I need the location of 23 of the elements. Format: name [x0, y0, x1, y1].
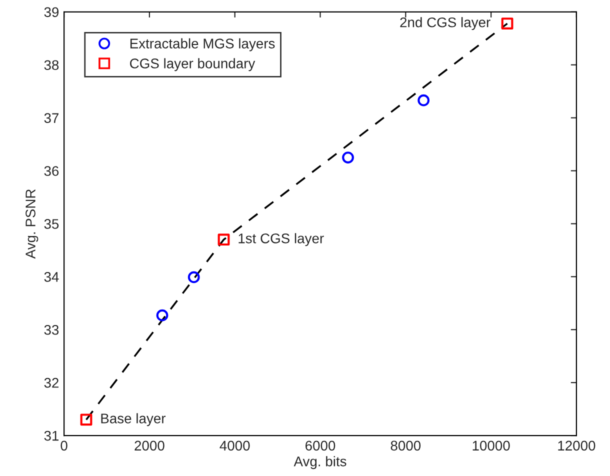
y-axis-title: Avg. PSNR: [26, 189, 38, 259]
y-tick-label: 31: [44, 430, 59, 441]
legend-label: Extractable MGS layers: [130, 38, 275, 52]
annotation: 1st CGS layer: [238, 233, 324, 246]
y-tick-label: 32: [44, 378, 58, 388]
y-tick-label: 36: [44, 166, 59, 176]
y-tick-label: 33: [44, 324, 59, 335]
x-axis-title: Avg. bits: [294, 456, 346, 470]
legend-label: CGS layer boundary: [130, 58, 256, 72]
y-tick-label: 34: [44, 272, 59, 282]
x-tick-label: 4000: [220, 440, 250, 451]
y-tick-label: 35: [44, 219, 59, 229]
x-tick-label: 12000: [558, 440, 596, 451]
x-tick-label: 10000: [472, 440, 510, 451]
y-tick-label: 37: [44, 113, 58, 123]
x-tick-label: 8000: [390, 440, 421, 451]
x-tick-label: 0: [60, 440, 68, 451]
y-tick-label: 38: [44, 60, 59, 70]
y-tick-label: 39: [44, 7, 59, 18]
annotation: 2nd CGS layer: [400, 17, 490, 30]
annotation: Base layer: [101, 413, 166, 426]
x-tick-label: 6000: [306, 440, 336, 451]
x-tick-label: 2000: [134, 440, 164, 451]
